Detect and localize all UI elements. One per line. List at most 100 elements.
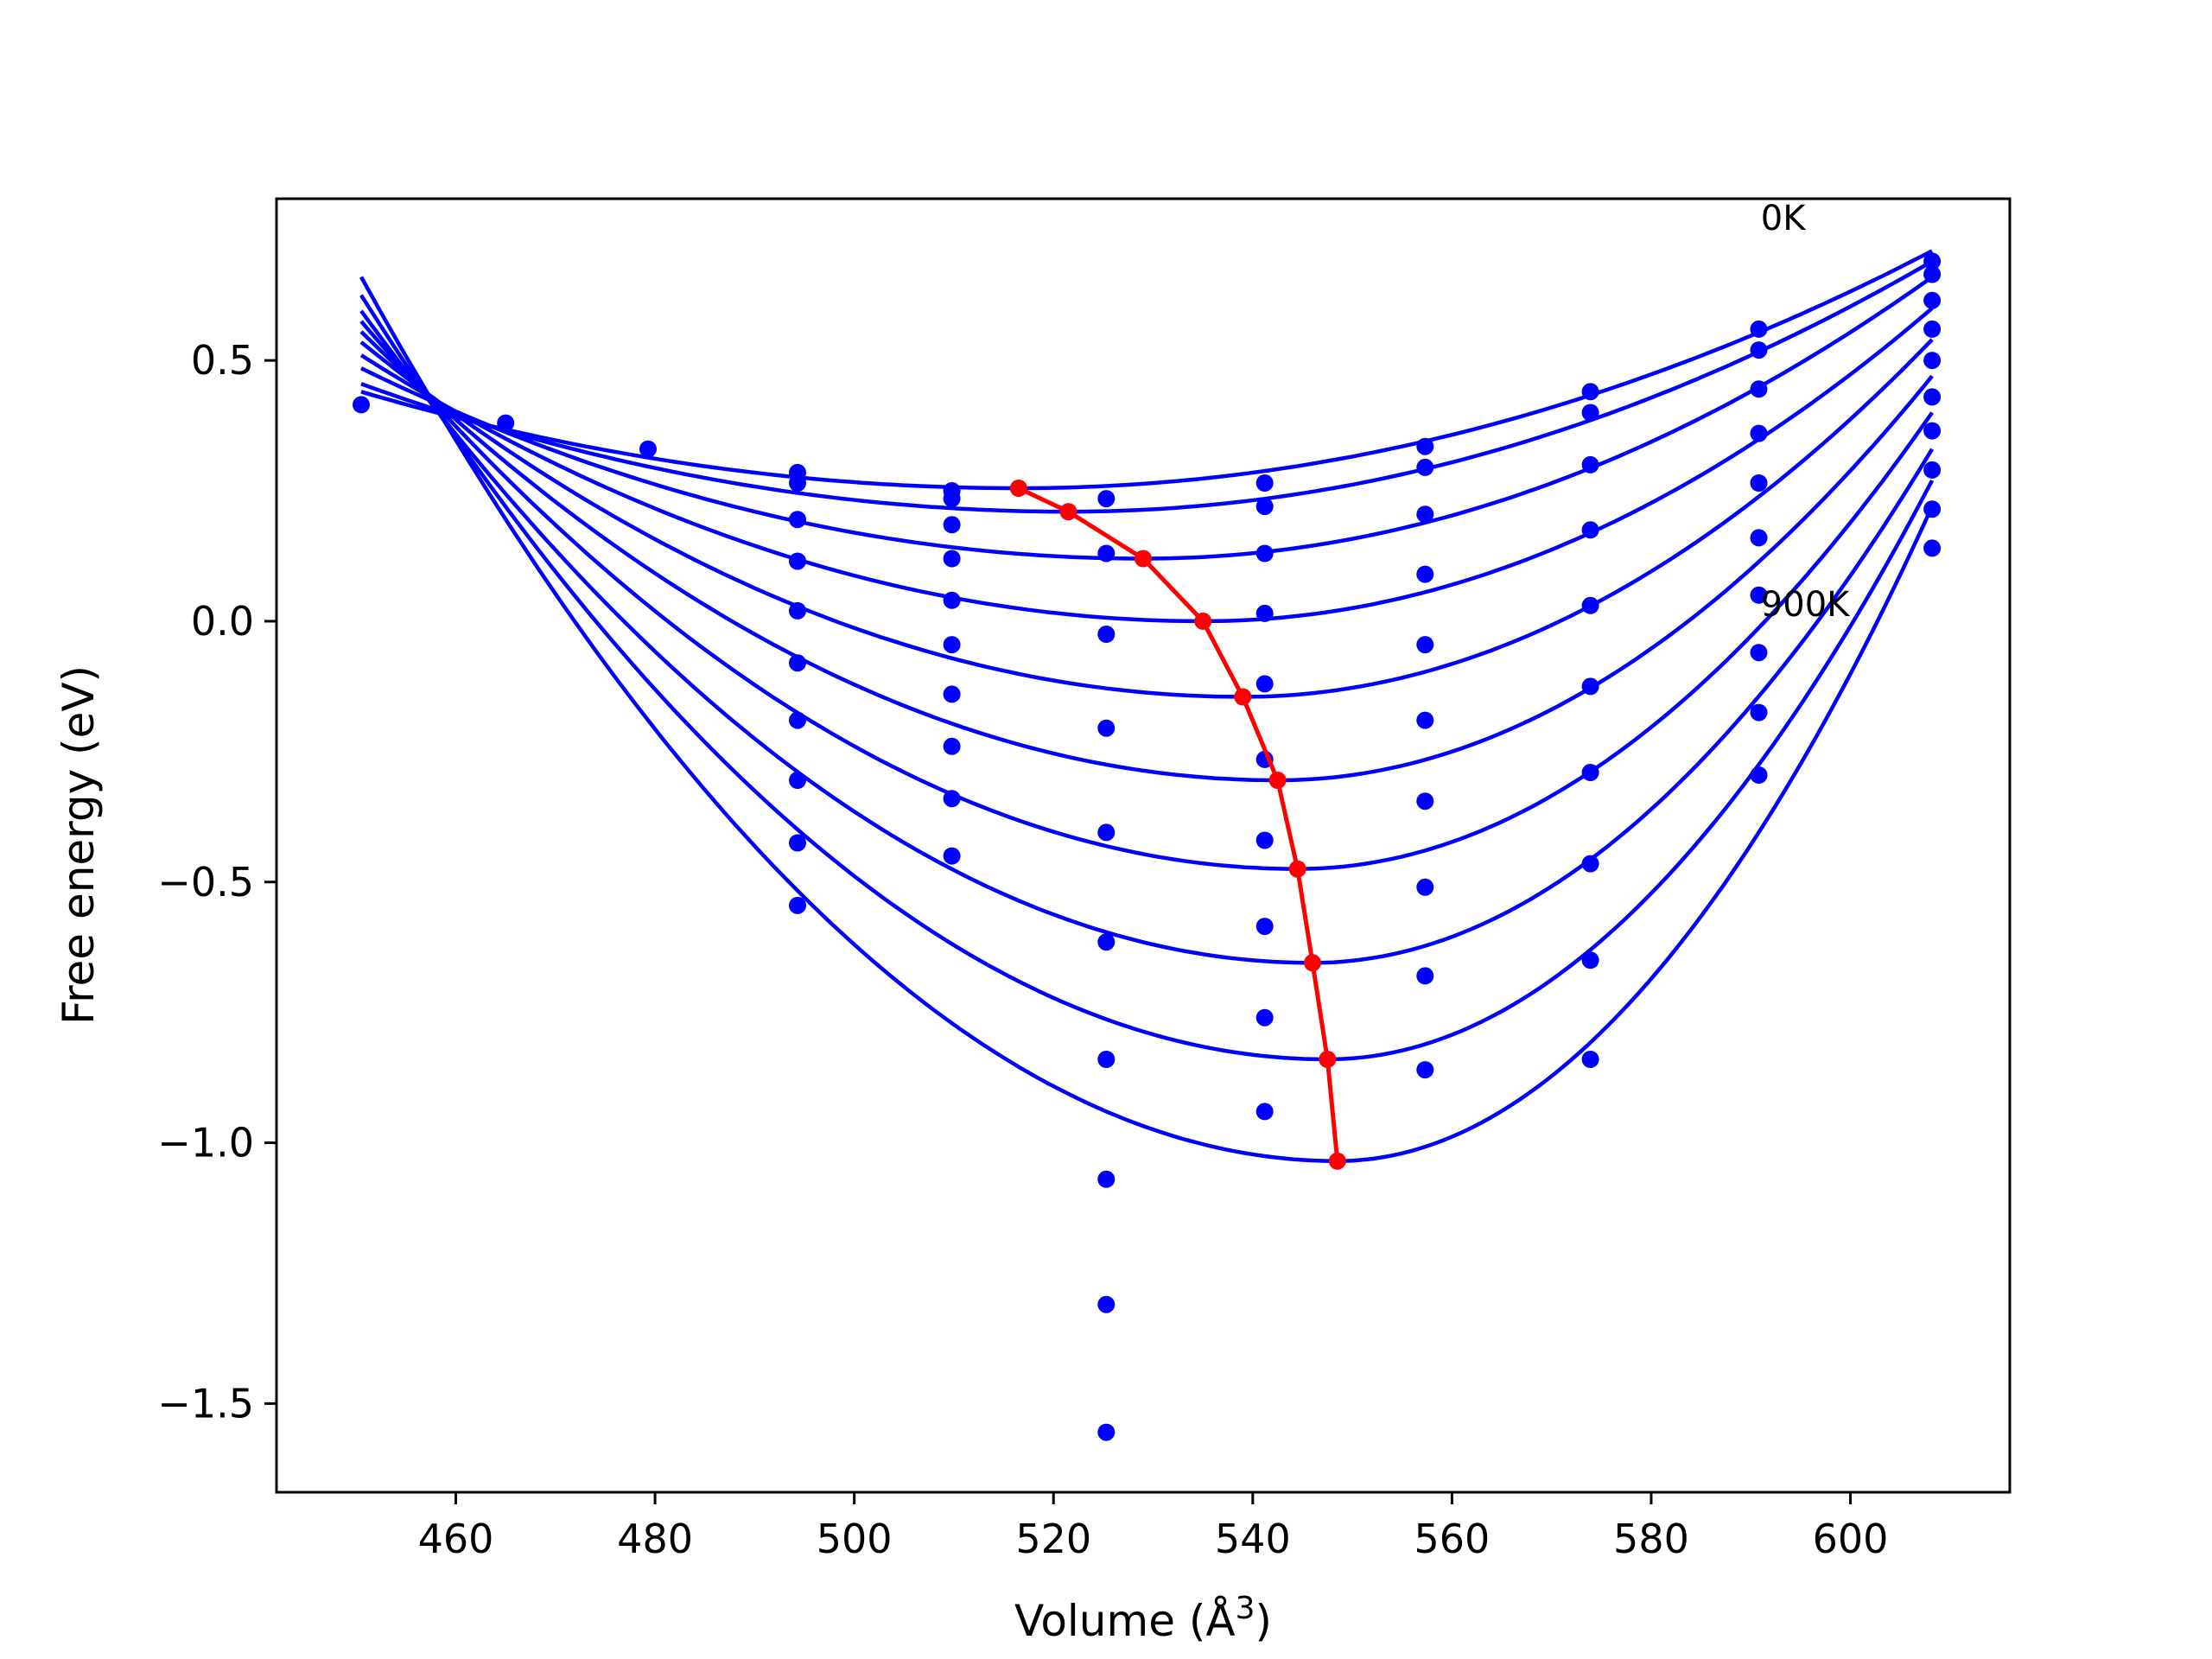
data-point-0 bbox=[353, 396, 370, 414]
data-point-53 bbox=[1581, 383, 1599, 401]
x-tick-label-600: 600 bbox=[1813, 1516, 1889, 1562]
data-point-4 bbox=[789, 474, 806, 492]
minima-line bbox=[1017, 486, 1340, 1161]
data-point-52 bbox=[1416, 1061, 1434, 1079]
data-point-74 bbox=[1923, 265, 1942, 283]
data-point-26 bbox=[1097, 719, 1116, 737]
data-point-11 bbox=[789, 834, 806, 852]
data-point-23 bbox=[1097, 490, 1116, 508]
fit-curve-6 bbox=[359, 320, 1934, 871]
plot-frame bbox=[275, 197, 2012, 1494]
data-point-25 bbox=[1097, 626, 1116, 643]
fit-curve-5 bbox=[359, 330, 1934, 783]
x-axis: 460 480 500 520 540 560 580 600 bbox=[418, 1492, 1889, 1562]
data-point-20 bbox=[943, 737, 961, 755]
data-point-30 bbox=[1097, 1170, 1116, 1188]
data-points bbox=[353, 252, 1942, 1441]
data-point-19 bbox=[943, 685, 961, 703]
x-tick-label-480: 480 bbox=[617, 1516, 693, 1562]
data-point-22 bbox=[943, 847, 961, 865]
data-point-81 bbox=[1923, 500, 1942, 518]
data-point-63 bbox=[1750, 320, 1768, 338]
y-tick-label-0: 0.5 bbox=[191, 337, 254, 384]
data-point-75 bbox=[1923, 291, 1942, 309]
data-point-64 bbox=[1750, 341, 1768, 359]
fit-curve-0 bbox=[360, 249, 1934, 491]
data-point-79 bbox=[1923, 422, 1942, 440]
y-axis: 0.5 0.0 −0.5 −1.0 −1.5 bbox=[157, 337, 276, 1427]
data-point-57 bbox=[1581, 596, 1599, 614]
data-point-46 bbox=[1416, 565, 1434, 583]
data-point-40 bbox=[1255, 918, 1274, 936]
data-point-44 bbox=[1416, 458, 1434, 476]
data-point-67 bbox=[1750, 474, 1768, 492]
y-axis-label: Free energy (eV) bbox=[54, 665, 104, 1025]
data-point-33 bbox=[1255, 474, 1274, 492]
x-tick-label-580: 580 bbox=[1613, 1516, 1689, 1562]
data-point-21 bbox=[943, 790, 961, 808]
data-point-37 bbox=[1255, 675, 1274, 693]
x-tick-label-520: 520 bbox=[1015, 1516, 1091, 1562]
data-point-29 bbox=[1097, 1051, 1116, 1068]
data-point-77 bbox=[1923, 352, 1942, 370]
data-point-60 bbox=[1581, 855, 1599, 873]
annotation-0k: 0K bbox=[1761, 199, 1807, 238]
fit-curve-1 bbox=[360, 259, 1934, 514]
x-tick-label-500: 500 bbox=[817, 1516, 893, 1562]
data-point-70 bbox=[1750, 644, 1768, 662]
data-point-58 bbox=[1581, 677, 1599, 696]
fit-curve-3 bbox=[359, 307, 1934, 624]
minimum-point-8 bbox=[1319, 1051, 1337, 1068]
data-point-78 bbox=[1923, 388, 1942, 406]
y-tick-label-3: −1.0 bbox=[157, 1120, 254, 1166]
data-point-28 bbox=[1097, 933, 1116, 951]
data-point-7 bbox=[789, 601, 806, 620]
data-point-9 bbox=[789, 711, 806, 729]
data-point-5 bbox=[789, 511, 806, 529]
minimum-point-9 bbox=[1328, 1152, 1346, 1170]
x-tick-label-460: 460 bbox=[418, 1516, 494, 1562]
data-point-16 bbox=[943, 550, 961, 568]
x-axis-label: Volume (Å3) bbox=[1014, 1591, 1272, 1646]
data-point-68 bbox=[1750, 529, 1768, 547]
data-point-17 bbox=[943, 591, 961, 609]
data-point-18 bbox=[943, 636, 961, 654]
fit-curve-8 bbox=[359, 294, 1935, 1062]
data-point-62 bbox=[1581, 1051, 1599, 1068]
data-point-1 bbox=[497, 414, 515, 432]
data-point-50 bbox=[1416, 878, 1434, 896]
data-point-35 bbox=[1255, 544, 1274, 563]
data-point-42 bbox=[1255, 1103, 1274, 1121]
data-point-47 bbox=[1416, 636, 1434, 654]
y-tick-label-2: −0.5 bbox=[157, 859, 254, 906]
data-point-27 bbox=[1097, 823, 1116, 842]
data-point-43 bbox=[1416, 437, 1434, 455]
data-point-65 bbox=[1750, 380, 1768, 398]
x-tick-label-560: 560 bbox=[1414, 1516, 1490, 1562]
data-point-32 bbox=[1097, 1423, 1116, 1441]
data-point-61 bbox=[1581, 951, 1599, 969]
fit-curve-9 bbox=[359, 276, 1935, 1163]
data-point-66 bbox=[1750, 424, 1768, 442]
minimum-point-0 bbox=[1009, 480, 1027, 497]
y-tick-label-4: −1.5 bbox=[157, 1380, 254, 1427]
data-point-59 bbox=[1581, 764, 1599, 781]
data-point-54 bbox=[1581, 404, 1599, 422]
data-point-24 bbox=[1097, 544, 1116, 563]
data-point-14 bbox=[943, 490, 961, 508]
fit-curve-7 bbox=[359, 309, 1935, 965]
data-point-36 bbox=[1255, 604, 1274, 622]
temperature-annotations: 0K 900K bbox=[1761, 199, 1851, 625]
data-point-39 bbox=[1255, 831, 1274, 849]
data-point-10 bbox=[789, 772, 806, 789]
minimum-point-1 bbox=[1059, 503, 1077, 521]
data-point-6 bbox=[789, 552, 806, 570]
minimum-point-4 bbox=[1234, 688, 1252, 706]
y-tick-label-1: 0.0 bbox=[191, 598, 254, 645]
fit-curve-4 bbox=[359, 338, 1934, 699]
data-point-51 bbox=[1416, 967, 1434, 985]
minimum-point-5 bbox=[1268, 772, 1287, 789]
minimum-point-7 bbox=[1304, 954, 1321, 972]
data-point-56 bbox=[1581, 521, 1599, 539]
data-point-31 bbox=[1097, 1295, 1116, 1313]
